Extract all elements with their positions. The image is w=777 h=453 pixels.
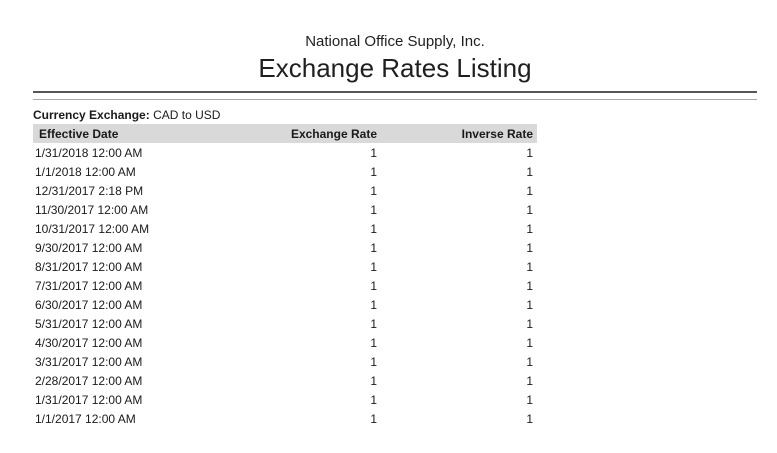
cell-exchange-rate: 1: [370, 411, 377, 426]
company-name: National Office Supply, Inc.: [305, 33, 485, 50]
cell-effective-date: 4/30/2017 12:00 AM: [35, 335, 143, 350]
cell-effective-date: 8/31/2017 12:00 AM: [35, 259, 143, 274]
cell-inverse-rate: 1: [526, 221, 533, 236]
cell-effective-date: 1/1/2017 12:00 AM: [35, 411, 136, 426]
cell-inverse-rate: 1: [526, 335, 533, 350]
cell-inverse-rate: 1: [526, 373, 533, 388]
cell-exchange-rate: 1: [370, 278, 377, 293]
cell-exchange-rate: 1: [370, 392, 377, 407]
table-row: 9/30/2017 12:00 AM 1 1: [33, 238, 537, 257]
cell-inverse-rate: 1: [526, 202, 533, 217]
table-row: 8/31/2017 12:00 AM 1 1: [33, 257, 537, 276]
cell-inverse-rate: 1: [526, 278, 533, 293]
cell-effective-date: 10/31/2017 12:00 AM: [35, 221, 150, 236]
cell-effective-date: 1/31/2018 12:00 AM: [35, 145, 143, 160]
cell-effective-date: 2/28/2017 12:00 AM: [35, 373, 143, 388]
cell-exchange-rate: 1: [370, 145, 377, 160]
table-row: 1/1/2017 12:00 AM 1 1: [33, 409, 537, 428]
table-row: 11/30/2017 12:00 AM 1 1: [33, 200, 537, 219]
cell-exchange-rate: 1: [370, 202, 377, 217]
cell-effective-date: 7/31/2017 12:00 AM: [35, 278, 143, 293]
cell-exchange-rate: 1: [370, 164, 377, 179]
column-header-inverse-rate: Inverse Rate: [381, 124, 537, 143]
page-title: Exchange Rates Listing: [258, 53, 532, 83]
cell-inverse-rate: 1: [526, 392, 533, 407]
cell-effective-date: 3/31/2017 12:00 AM: [35, 354, 143, 369]
table-row: 7/31/2017 12:00 AM 1 1: [33, 276, 537, 295]
cell-exchange-rate: 1: [370, 240, 377, 255]
cell-exchange-rate: 1: [370, 335, 377, 350]
exchange-rates-table: Effective Date Exchange Rate Inverse Rat…: [33, 124, 537, 428]
cell-exchange-rate: 1: [370, 316, 377, 331]
cell-inverse-rate: 1: [526, 411, 533, 426]
cell-effective-date: 1/31/2017 12:00 AM: [35, 392, 143, 407]
cell-exchange-rate: 1: [370, 354, 377, 369]
table-row: 1/1/2018 12:00 AM 1 1: [33, 162, 537, 181]
cell-effective-date: 6/30/2017 12:00 AM: [35, 297, 143, 312]
table-row: 1/31/2017 12:00 AM 1 1: [33, 390, 537, 409]
table-row: 1/31/2018 12:00 AM 1 1: [33, 143, 537, 162]
table-body: 1/31/2018 12:00 AM 1 1 1/1/2018 12:00 AM 1 1 1…: [33, 143, 537, 428]
cell-effective-date: 11/30/2017 12:00 AM: [35, 202, 149, 217]
cell-inverse-rate: 1: [526, 259, 533, 274]
table-row: 3/31/2017 12:00 AM 1 1: [33, 352, 537, 371]
table-row: 2/28/2017 12:00 AM 1 1: [33, 371, 537, 390]
report-header: National Office Supply, Inc. Exchange Ra…: [33, 0, 757, 100]
header-divider: [33, 91, 757, 100]
table-header-row: Effective Date Exchange Rate Inverse Rat…: [33, 124, 537, 143]
cell-effective-date: 5/31/2017 12:00 AM: [35, 316, 143, 331]
cell-inverse-rate: 1: [526, 183, 533, 198]
filter-line: Currency Exchange: CAD to USD: [33, 108, 777, 123]
table-row: 4/30/2017 12:00 AM 1 1: [33, 333, 537, 352]
cell-inverse-rate: 1: [526, 297, 533, 312]
table-row: 12/31/2017 2:18 PM 1 1: [33, 181, 537, 200]
column-header-exchange-rate: Exchange Rate: [253, 124, 381, 143]
cell-exchange-rate: 1: [370, 221, 377, 236]
cell-inverse-rate: 1: [526, 316, 533, 331]
cell-exchange-rate: 1: [370, 297, 377, 312]
filter-label: Currency Exchange:: [33, 108, 150, 122]
column-header-effective-date: Effective Date: [33, 124, 253, 143]
cell-effective-date: 1/1/2018 12:00 AM: [35, 164, 136, 179]
filter-value: CAD to USD: [153, 108, 221, 122]
table-row: 10/31/2017 12:00 AM 1 1: [33, 219, 537, 238]
cell-exchange-rate: 1: [370, 259, 377, 274]
cell-inverse-rate: 1: [526, 354, 533, 369]
cell-effective-date: 12/31/2017 2:18 PM: [35, 183, 144, 198]
table-row: 5/31/2017 12:00 AM 1 1: [33, 314, 537, 333]
cell-inverse-rate: 1: [526, 145, 533, 160]
cell-exchange-rate: 1: [370, 183, 377, 198]
cell-inverse-rate: 1: [526, 240, 533, 255]
cell-exchange-rate: 1: [370, 373, 377, 388]
cell-inverse-rate: 1: [526, 164, 533, 179]
table-row: 6/30/2017 12:00 AM 1 1: [33, 295, 537, 314]
cell-effective-date: 9/30/2017 12:00 AM: [35, 240, 143, 255]
